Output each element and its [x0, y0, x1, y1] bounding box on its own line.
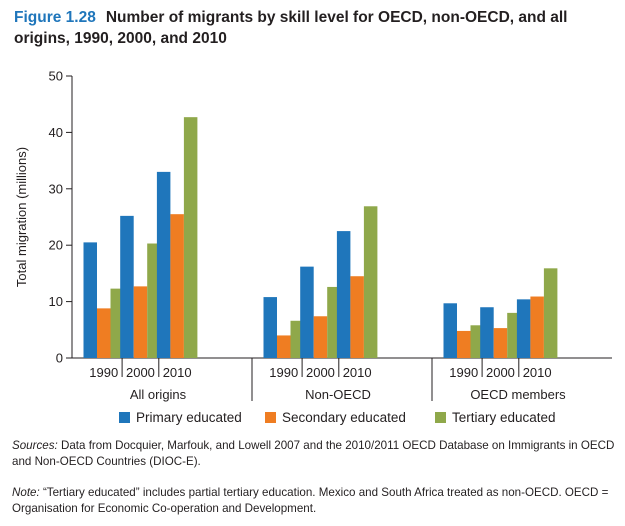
figure-title: Number of migrants by skill level for OE…	[14, 9, 568, 47]
x-group-label: Non-OECD	[305, 387, 371, 402]
legend-swatch-tertiary	[435, 412, 446, 423]
note-label: Note:	[12, 486, 40, 499]
legend-label-secondary: Secondary educated	[282, 410, 406, 425]
bar-secondary	[313, 316, 328, 358]
legend-item-tertiary: Tertiary educated	[435, 410, 556, 425]
bar-chart: Total migration (millions) 0 10 20 30 40 50 19…	[14, 69, 612, 402]
bar-primary	[300, 266, 314, 358]
chart-title: Figure 1.28 Number of migrants by skill l…	[14, 7, 614, 49]
y-tick-label: 20	[49, 238, 63, 253]
bar-primary	[83, 242, 97, 358]
bar-secondary	[170, 214, 184, 358]
x-tick-label-year: 2000	[306, 365, 335, 380]
legend-swatch-primary	[119, 412, 130, 423]
bar-tertiary	[183, 117, 198, 358]
x-tick-label-year: 1990	[269, 365, 298, 380]
bar-primary	[336, 231, 351, 358]
y-axis-label: Total migration (millions)	[14, 147, 29, 287]
bar-primary	[443, 303, 457, 358]
x-group-label: OECD members	[470, 387, 566, 402]
bar-tertiary	[363, 206, 378, 358]
bar-primary	[156, 171, 171, 358]
y-tick-label: 30	[49, 181, 63, 196]
sources-text: Data from Docquier, Marfouk, and Lowell …	[12, 439, 615, 468]
bar-secondary	[97, 308, 111, 358]
note-text: “Tertiary educated” includes partial ter…	[12, 486, 609, 515]
legend-item-secondary: Secondary educated	[265, 410, 406, 425]
figure-number: Figure 1.28	[14, 9, 96, 26]
bar-primary	[120, 215, 134, 358]
bar-secondary	[457, 330, 471, 358]
x-tick-label-year: 2010	[523, 365, 552, 380]
x-tick-label-year: 2000	[126, 365, 155, 380]
bar-primary	[263, 297, 277, 358]
legend-item-primary: Primary educated	[119, 410, 242, 425]
bar-secondary	[277, 335, 291, 358]
x-tick-label-year: 1990	[89, 365, 118, 380]
x-group-label: All origins	[130, 387, 187, 402]
y-tick-label: 10	[49, 294, 63, 309]
x-tick-label-year: 2010	[343, 365, 372, 380]
y-tick-label: 40	[49, 125, 63, 140]
y-tick-label: 0	[56, 351, 63, 366]
y-tick-label: 50	[49, 69, 63, 84]
bar-primary	[516, 299, 531, 358]
x-tick-label-year: 2010	[163, 365, 192, 380]
legend-swatch-secondary	[265, 412, 276, 423]
legend-label-tertiary: Tertiary educated	[452, 410, 556, 425]
x-tick-label-year: 2000	[486, 365, 515, 380]
bar-tertiary	[543, 268, 558, 358]
bar-secondary	[350, 276, 364, 358]
sources-label: Sources:	[12, 439, 58, 452]
bar-secondary	[133, 286, 148, 358]
bar-secondary	[493, 328, 508, 358]
sources-note: Sources: Data from Docquier, Marfouk, an…	[12, 438, 617, 470]
bar-secondary	[530, 296, 544, 358]
legend-label-primary: Primary educated	[136, 410, 242, 425]
footnote: Note: “Tertiary educated” includes parti…	[12, 485, 617, 517]
bar-primary	[480, 307, 494, 358]
x-tick-label-year: 1990	[449, 365, 478, 380]
